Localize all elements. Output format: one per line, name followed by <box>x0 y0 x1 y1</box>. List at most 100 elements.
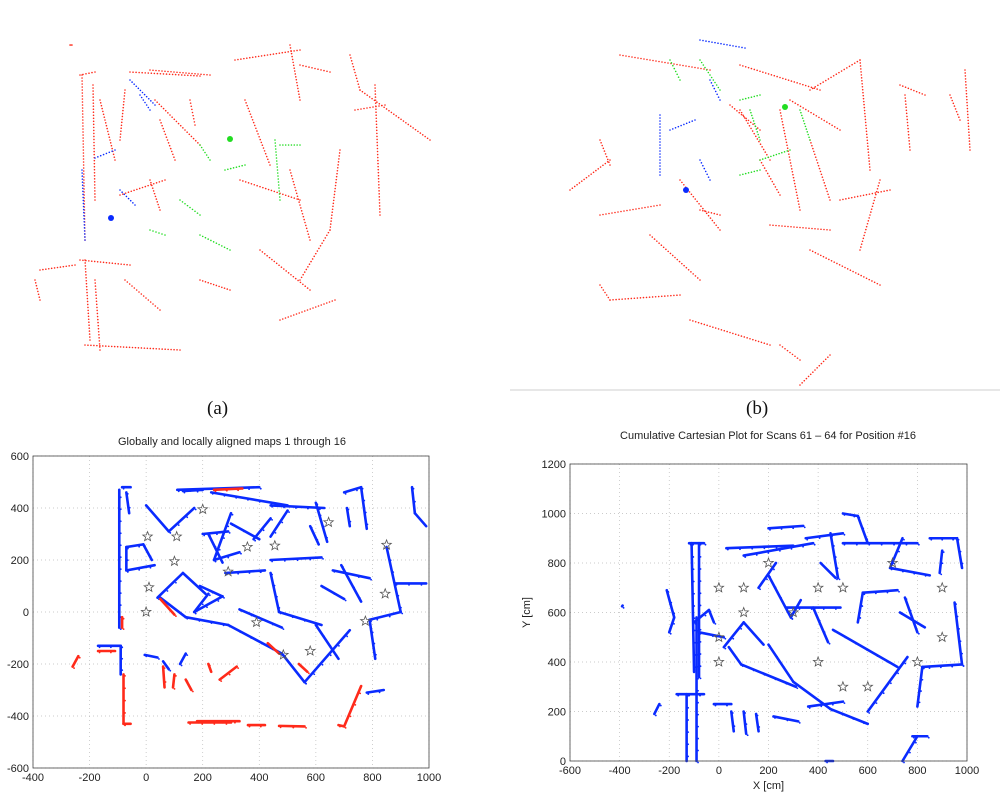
point-red <box>305 268 308 271</box>
point-red <box>705 212 708 215</box>
point-red <box>81 113 84 115</box>
point-green <box>235 166 238 168</box>
point-red <box>331 300 334 302</box>
point-red <box>293 183 295 186</box>
point-red <box>329 226 332 228</box>
y-tick-label: 400 <box>11 503 29 515</box>
point-red <box>599 214 601 216</box>
point-red <box>294 186 296 189</box>
point-red <box>690 271 692 273</box>
point-red <box>360 108 362 110</box>
point-red <box>426 137 429 140</box>
point-red <box>599 139 601 141</box>
scan-point <box>942 551 945 554</box>
point-green <box>744 97 747 100</box>
point-red <box>177 73 180 76</box>
point-red <box>700 205 702 207</box>
point-red <box>644 206 646 209</box>
point-red <box>309 308 312 310</box>
point-red <box>250 183 253 185</box>
point-red <box>799 384 801 386</box>
scan-point <box>268 643 271 646</box>
point-red <box>193 74 195 77</box>
point-red <box>605 294 608 296</box>
scan-point <box>319 514 322 517</box>
scan-point <box>773 568 775 571</box>
scan-point <box>388 615 391 618</box>
point-red <box>81 89 84 91</box>
point-red <box>569 189 571 191</box>
point-green <box>770 155 772 158</box>
point-red <box>182 71 184 74</box>
point-red <box>337 164 339 166</box>
point-red <box>180 74 183 76</box>
scan-point <box>189 723 191 725</box>
scan-segment <box>269 571 281 614</box>
point-green <box>274 139 276 141</box>
point-red <box>697 67 699 69</box>
point-green <box>757 133 759 136</box>
point-red <box>97 321 99 324</box>
point-red <box>331 211 334 214</box>
point-red <box>239 179 241 181</box>
point-red <box>79 74 81 76</box>
point-red <box>123 95 126 97</box>
scan-segment <box>811 606 830 644</box>
point-red <box>97 330 100 333</box>
point-green <box>226 247 229 250</box>
y-tick-label: 0 <box>560 756 566 768</box>
point-red <box>299 281 302 284</box>
point-red <box>375 114 377 117</box>
scan-point <box>370 578 372 581</box>
point-red <box>868 160 870 162</box>
scan-point <box>203 534 206 537</box>
point-green <box>278 196 281 198</box>
point-red <box>830 259 833 262</box>
point-blue <box>147 97 150 100</box>
scan-point <box>222 624 225 627</box>
scan-segment <box>829 531 840 580</box>
point-blue <box>669 129 671 131</box>
point-red <box>860 68 862 70</box>
point-red <box>290 315 292 317</box>
point-red <box>791 353 794 356</box>
point-green <box>189 206 191 209</box>
point-red <box>131 346 134 349</box>
point-red <box>329 223 332 225</box>
scan-point <box>239 631 242 634</box>
position-star-marker <box>250 616 263 628</box>
point-red <box>875 190 878 193</box>
scan-point <box>274 532 277 534</box>
point-red <box>275 52 278 55</box>
point-red <box>671 254 674 257</box>
scan-point <box>726 704 728 707</box>
scan-point <box>751 547 754 550</box>
scan-point <box>876 655 879 657</box>
point-red <box>744 65 747 68</box>
point-red <box>831 124 833 127</box>
scan-segment <box>916 665 924 708</box>
scan-point <box>786 608 789 610</box>
point-red <box>409 125 412 128</box>
scan-point <box>699 580 702 583</box>
point-red <box>683 264 685 267</box>
point-red <box>651 296 654 298</box>
point-red <box>276 191 278 194</box>
point-red <box>161 348 163 350</box>
point-green <box>184 202 186 205</box>
point-red <box>113 156 116 158</box>
point-red <box>865 193 868 196</box>
point-red <box>665 248 667 251</box>
point-red <box>951 99 954 102</box>
point-red <box>375 126 378 129</box>
point-green <box>293 144 296 146</box>
point-red <box>860 243 863 245</box>
point-red <box>251 118 254 121</box>
point-red <box>376 101 378 103</box>
scan-point <box>415 513 418 516</box>
point-red <box>264 187 267 190</box>
point-red <box>128 283 131 285</box>
position-star-marker <box>936 631 948 643</box>
point-red <box>802 83 804 86</box>
point-red <box>609 159 611 161</box>
